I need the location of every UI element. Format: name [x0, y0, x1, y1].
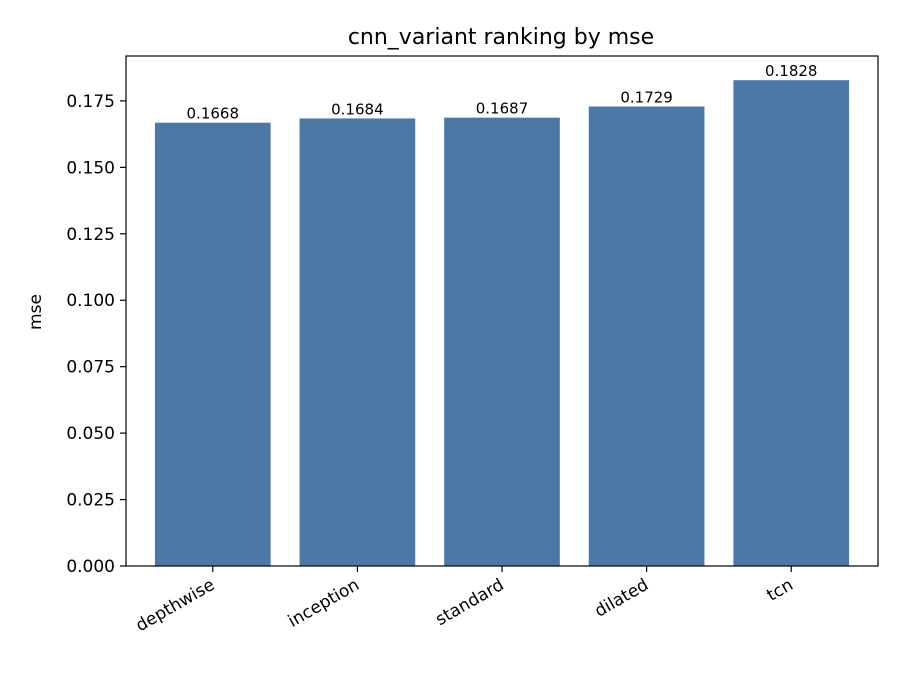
x-tick-label-standard: standard [432, 575, 507, 630]
chart-title: cnn_variant ranking by mse [348, 25, 654, 50]
x-tick-label-tcn: tcn [764, 575, 797, 606]
y-tick-label: 0.175 [66, 92, 115, 112]
bar-tcn [733, 80, 850, 567]
data-label-tcn: 0.1828 [765, 62, 818, 80]
bar-depthwise [154, 122, 271, 567]
y-axis-ticks: 0.000 0.025 0.050 0.075 0.100 0.125 0.150 0.175 [66, 92, 126, 577]
x-tick-label-depthwise: depthwise [133, 575, 219, 636]
y-tick-label: 0.150 [66, 158, 115, 178]
data-label-depthwise: 0.1668 [187, 105, 240, 123]
x-axis-ticks: depthwise inception standard dilated tcn [133, 566, 797, 636]
data-label-inception: 0.1684 [331, 100, 384, 118]
x-tick-label-dilated: dilated [591, 575, 652, 622]
plot-frame [125, 55, 879, 567]
bar-inception [299, 118, 416, 566]
y-tick-label: 0.100 [66, 291, 115, 311]
data-labels: 0.1668 0.1684 0.1687 0.1729 0.1828 [187, 62, 818, 123]
y-tick-label: 0.125 [66, 225, 115, 245]
data-label-dilated: 0.1729 [620, 89, 673, 107]
bars [154, 80, 850, 567]
bar-dilated [588, 106, 705, 566]
y-tick-label: 0.050 [66, 424, 115, 444]
bar-standard [444, 117, 560, 566]
x-tick-label-inception: inception [285, 575, 363, 632]
y-axis-label: mse [26, 294, 46, 330]
data-label-standard: 0.1687 [476, 100, 529, 118]
y-tick-label: 0.075 [66, 358, 115, 378]
y-tick-label: 0.025 [66, 491, 115, 511]
y-tick-label: 0.000 [66, 557, 115, 577]
